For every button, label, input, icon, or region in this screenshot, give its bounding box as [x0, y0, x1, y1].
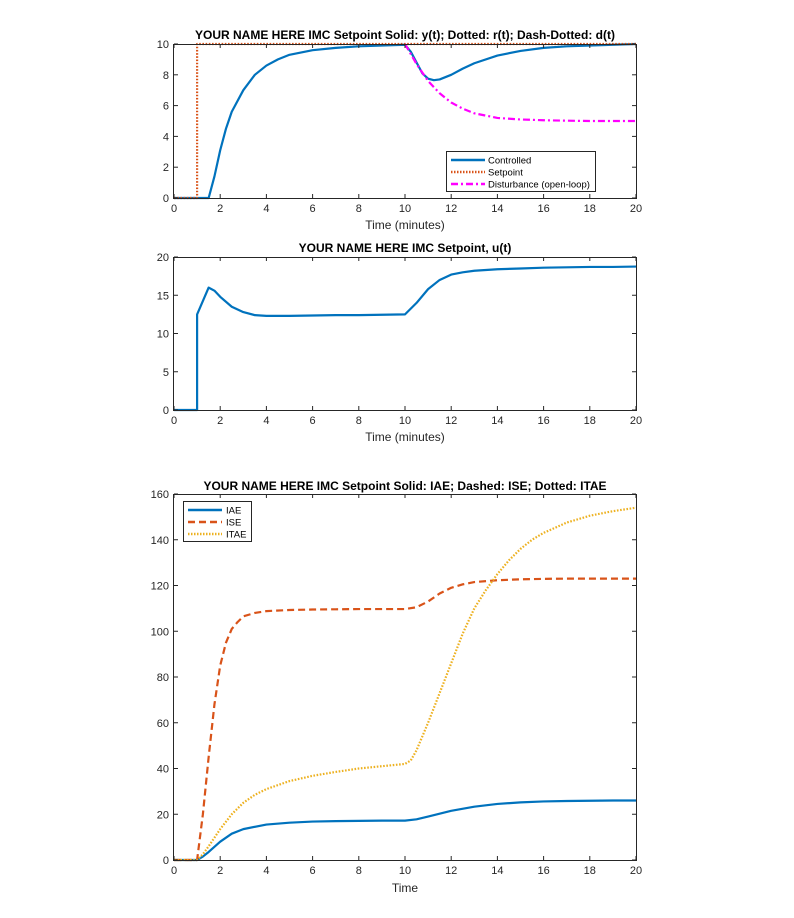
- subplot-1-line-disturbance-open-loop: [404, 43, 636, 123]
- subplot-3-line-iae: [174, 799, 636, 862]
- subplot-3-ytick-label: 40: [157, 764, 169, 776]
- subplot-3-line-ise: [174, 577, 636, 862]
- subplot-1-xtick-label: 12: [445, 203, 457, 215]
- subplot-1-ytick-label: 4: [163, 131, 169, 143]
- subplot-2-xtick-label: 14: [491, 415, 503, 427]
- subplot-1-xtick-label: 4: [263, 203, 269, 215]
- subplot-3: YOUR NAME HERE IMC Setpoint Solid: IAE; …: [151, 479, 642, 895]
- subplot-3-xtick-label: 6: [310, 865, 316, 877]
- legend-3-label-ise: ISE: [226, 518, 241, 529]
- subplot-1-xtick-label: 8: [356, 203, 362, 215]
- legend-1-label-controlled: Controlled: [488, 156, 531, 167]
- subplot-1-xlabel: Time (minutes): [365, 218, 445, 232]
- subplot-3-xlabel: Time: [392, 881, 419, 895]
- subplot-3-ytick-label: 160: [151, 489, 169, 501]
- subplot-2-xlabel: Time (minutes): [365, 430, 445, 444]
- subplot-3-ytick-label: 60: [157, 718, 169, 730]
- subplot-1-xtick-label: 2: [217, 203, 223, 215]
- subplot-2-xtick-label: 8: [356, 415, 362, 427]
- subplot-2-xtick-label: 2: [217, 415, 223, 427]
- subplot-1-xtick-label: 6: [310, 203, 316, 215]
- subplot-1-xtick-label: 20: [630, 203, 642, 215]
- subplot-2-xtick-label: 18: [584, 415, 596, 427]
- subplot-2-ytick-label: 0: [163, 405, 169, 417]
- subplot-1-ytick-label: 0: [163, 193, 169, 205]
- legend-3-label-itae: ITAE: [226, 530, 246, 541]
- legend-3-label-iae: IAE: [226, 506, 241, 517]
- subplot-3-xtick-label: 16: [537, 865, 549, 877]
- subplot-1-xtick-label: 16: [537, 203, 549, 215]
- subplot-1-ytick-label: 8: [163, 70, 169, 82]
- subplot-1-xtick-label: 10: [399, 203, 411, 215]
- subplot-3-xtick-label: 10: [399, 865, 411, 877]
- subplot-1-ticks: 0 2 4 6 8 10 12 14 16 18 20 0 2 4 6 8 10: [157, 39, 642, 215]
- subplot-2: YOUR NAME HERE IMC Setpoint, u(t) 0 2 4 6 8 1…: [157, 241, 642, 444]
- subplot-1-ytick-label: 6: [163, 101, 169, 113]
- subplot-1-ytick-label: 2: [163, 162, 169, 174]
- subplot-2-title: YOUR NAME HERE IMC Setpoint, u(t): [299, 241, 512, 255]
- subplot-2-xtick-label: 20: [630, 415, 642, 427]
- subplot-3-line-itae: [174, 506, 637, 862]
- legend-1-label-disturbance: Disturbance (open-loop): [488, 180, 590, 191]
- subplot-3-xtick-label: 8: [356, 865, 362, 877]
- subplot-1-plot: [174, 42, 637, 200]
- subplot-2-plot: [174, 265, 637, 412]
- subplot-3-ytick-label: 80: [157, 672, 169, 684]
- subplot-1-xtick-label: 14: [491, 203, 503, 215]
- subplot-2-xtick-label: 6: [310, 415, 316, 427]
- subplot-1: YOUR NAME HERE IMC Setpoint Solid: y(t);…: [157, 28, 642, 232]
- subplot-3-ytick-label: 20: [157, 809, 169, 821]
- subplot-1-xtick-label: 18: [584, 203, 596, 215]
- subplot-3-ticks: 0 2 4 6 8 10 12 14 16 18 20 0 20 40 60 80 100 120 140 160: [151, 489, 642, 877]
- subplot-1-xtick-label: 0: [171, 203, 177, 215]
- subplot-2-xtick-label: 10: [399, 415, 411, 427]
- subplot-2-line-series: [174, 265, 637, 412]
- subplot-3-xtick-label: 12: [445, 865, 457, 877]
- subplot-3-xtick-label: 14: [491, 865, 503, 877]
- subplot-2-ticks: 0 2 4 6 8 10 12 14 16 18 20 0 5 10 15 20: [157, 252, 642, 427]
- legend-1-label-setpoint: Setpoint: [488, 168, 523, 179]
- subplot-3-xtick-label: 2: [217, 865, 223, 877]
- subplot-3-xtick-label: 4: [263, 865, 269, 877]
- subplot-1-legend: Controlled Setpoint Disturbance (open-lo…: [446, 151, 596, 192]
- subplot-3-title: YOUR NAME HERE IMC Setpoint Solid: IAE; …: [203, 479, 606, 493]
- subplot-2-ytick-label: 20: [157, 252, 169, 264]
- subplot-3-ytick-label: 0: [163, 855, 169, 867]
- subplot-2-ytick-label: 15: [157, 290, 169, 302]
- subplot-3-xtick-label: 0: [171, 865, 177, 877]
- subplot-1-title: YOUR NAME HERE IMC Setpoint Solid: y(t);…: [195, 28, 615, 42]
- subplot-3-plot: [174, 506, 637, 862]
- subplot-2-ytick-label: 10: [157, 329, 169, 341]
- subplot-2-ytick-label: 5: [163, 367, 169, 379]
- subplot-2-xtick-label: 16: [537, 415, 549, 427]
- subplot-3-ytick-label: 120: [151, 581, 169, 593]
- subplot-2-xtick-label: 12: [445, 415, 457, 427]
- subplot-3-ytick-label: 140: [151, 535, 169, 547]
- subplot-3-legend: IAE ISE ITAE: [183, 501, 252, 542]
- subplot-3-xtick-label: 20: [630, 865, 642, 877]
- subplot-2-xtick-label: 0: [171, 415, 177, 427]
- subplot-1-line-setpoint: [174, 42, 636, 200]
- subplot-3-xtick-label: 18: [584, 865, 596, 877]
- subplot-3-ytick-label: 100: [151, 626, 169, 638]
- subplot-2-xtick-label: 4: [263, 415, 269, 427]
- subplot-1-ytick-label: 10: [157, 39, 169, 51]
